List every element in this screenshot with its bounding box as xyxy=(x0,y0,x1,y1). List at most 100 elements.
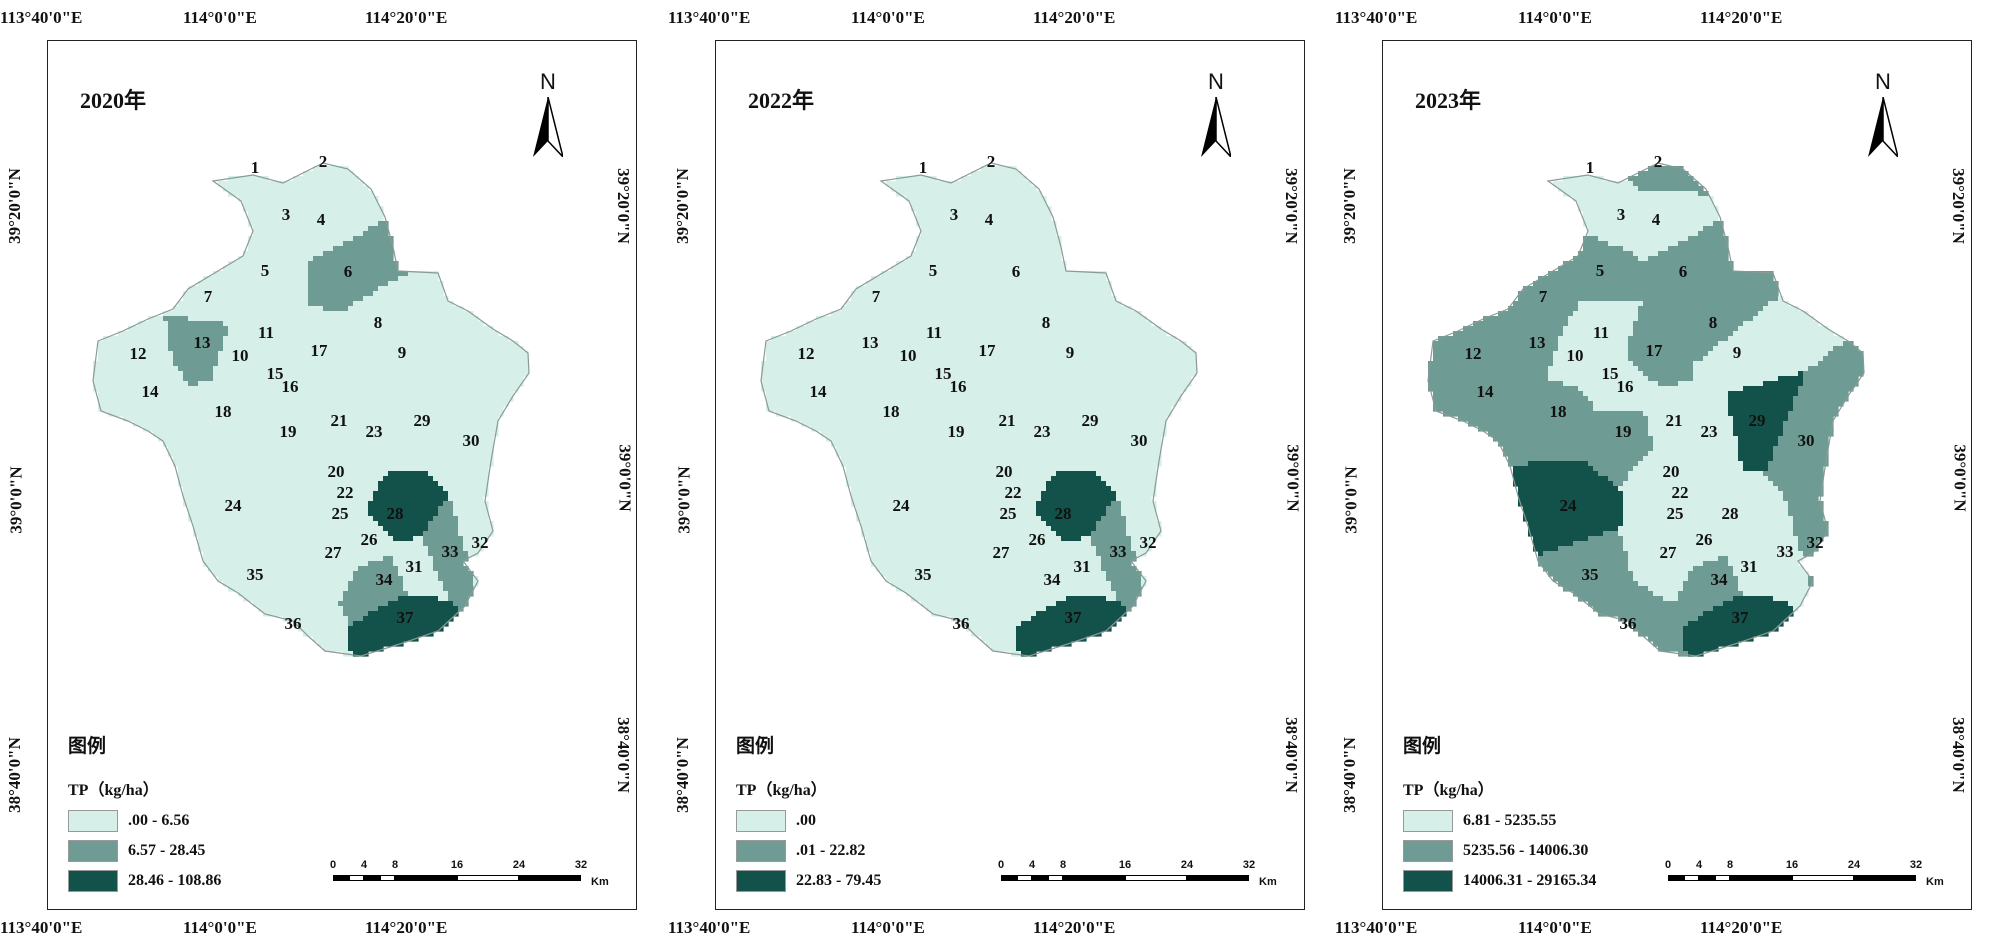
region-label-2: 2 xyxy=(1654,152,1663,171)
region-label-31: 31 xyxy=(1741,557,1758,576)
region-label-32: 32 xyxy=(1140,533,1157,552)
region-label-5: 5 xyxy=(929,261,938,280)
scale-segment xyxy=(519,875,581,881)
lat-label-a-left1: 39°20'0"N xyxy=(4,168,24,244)
scale-tick: 4 xyxy=(360,859,368,871)
legend: 图例 TP（kg/ha） .00 - 6.56 6.57 - 28.45 28.… xyxy=(68,731,221,896)
scale-tick: 8 xyxy=(1059,859,1067,871)
bottom-lon-label-b2: 114°0'0"E xyxy=(851,918,925,937)
region-label-6: 6 xyxy=(344,262,353,281)
region-label-35: 35 xyxy=(915,565,932,584)
region-fills xyxy=(93,166,529,657)
region-label-31: 31 xyxy=(406,557,423,576)
scale-segment xyxy=(1854,875,1916,881)
region-label-25: 25 xyxy=(1000,504,1017,523)
legend-label-mid: 6.57 - 28.45 xyxy=(128,842,206,859)
region-label-8: 8 xyxy=(374,313,383,332)
region-label-34: 34 xyxy=(1044,570,1062,589)
legend-item: 5235.56 - 14006.30 xyxy=(1403,836,1596,866)
scale-tick: 0 xyxy=(997,859,1005,871)
region-label-28: 28 xyxy=(387,504,404,523)
region-label-30: 30 xyxy=(1798,431,1815,450)
region-label-33: 33 xyxy=(1777,542,1794,561)
scale-segment xyxy=(1792,875,1854,881)
lat-label-b-left3: 38°40'0"N xyxy=(672,737,692,813)
region-label-18: 18 xyxy=(1550,402,1567,421)
region-label-23: 23 xyxy=(1701,422,1718,441)
legend-item: 6.81 - 5235.55 xyxy=(1403,806,1596,836)
region-label-26: 26 xyxy=(1696,530,1713,549)
scale-tick: 4 xyxy=(1028,859,1036,871)
legend-item: .00 xyxy=(736,806,881,836)
region-label-27: 27 xyxy=(325,543,343,562)
region-label-15: 15 xyxy=(267,364,284,383)
region-label-33: 33 xyxy=(442,542,459,561)
north-arrow: N xyxy=(1863,69,1903,164)
legend-label-mid: .01 - 22.82 xyxy=(796,842,866,859)
study-area-outline xyxy=(760,162,1198,657)
lat-label-b-left2: 39°0'0"N xyxy=(674,466,694,534)
legend-item: .00 - 6.56 xyxy=(68,806,221,836)
region-label-19: 19 xyxy=(280,422,297,441)
region-label-2: 2 xyxy=(987,152,996,171)
region-label-29: 29 xyxy=(1082,411,1099,430)
scale-segment xyxy=(1187,875,1249,881)
scale-tick: 32 xyxy=(1909,859,1923,871)
map-panel-2020: 2020年 N 1 2 3 4 5 6 7 8 9 10 11 12 13 14 15 16 17 18 19 20 2… xyxy=(47,40,637,910)
region-label-13: 13 xyxy=(862,333,879,352)
region-label-11: 11 xyxy=(258,323,274,342)
bottom-lon-label-b3: 114°20'0"E xyxy=(1033,918,1116,937)
scale-tick: 24 xyxy=(1180,859,1194,871)
region-label-26: 26 xyxy=(361,530,378,549)
scale-tick: 16 xyxy=(1785,859,1799,871)
scale-unit: Km xyxy=(1926,876,1944,888)
bottom-lon-label-c1: 113°40'0"E xyxy=(1335,918,1418,937)
scale-segment xyxy=(1125,875,1187,881)
scale-bar: 0 4 8 16 24 32 Km xyxy=(330,859,609,899)
top-lon-label-c2: 114°0'0"E xyxy=(1518,8,1592,27)
region-label-25: 25 xyxy=(332,504,349,523)
scale-segment xyxy=(1730,875,1792,881)
legend-subtitle: TP（kg/ha） xyxy=(1403,782,1494,799)
region-label-33: 33 xyxy=(1110,542,1127,561)
scale-segment xyxy=(349,875,364,881)
scale-tick: 0 xyxy=(1664,859,1672,871)
bottom-lon-label-a3: 114°20'0"E xyxy=(365,918,448,937)
region-label-37: 37 xyxy=(397,608,415,627)
lat-label-a-left2: 39°0'0"N xyxy=(6,466,26,534)
bottom-lon-label-b1: 113°40'0"E xyxy=(668,918,751,937)
region-label-17: 17 xyxy=(979,341,997,360)
region-label-21: 21 xyxy=(999,411,1016,430)
legend-label-high: 22.83 - 79.45 xyxy=(796,872,882,889)
legend-item: 14006.31 - 29165.34 xyxy=(1403,866,1596,896)
region-label-27: 27 xyxy=(1660,543,1678,562)
scale-segment xyxy=(1063,875,1125,881)
region-label-18: 18 xyxy=(883,402,900,421)
region-label-19: 19 xyxy=(1615,422,1632,441)
legend-title: 图例 xyxy=(68,736,107,757)
panel-year-title: 2023年 xyxy=(1415,88,1482,113)
region-label-8: 8 xyxy=(1042,313,1051,332)
legend-swatch-high xyxy=(736,870,786,892)
region-label-37: 37 xyxy=(1732,608,1750,627)
scale-tick: 16 xyxy=(1118,859,1132,871)
legend-swatch-low xyxy=(68,810,118,832)
region-label-24: 24 xyxy=(225,496,243,515)
top-lon-label-c1: 113°40'0"E xyxy=(1335,8,1418,27)
region-label-20: 20 xyxy=(328,462,345,481)
region-label-20: 20 xyxy=(1663,462,1680,481)
legend-swatch-low xyxy=(1403,810,1453,832)
scale-tick: 16 xyxy=(450,859,464,871)
region-label-14: 14 xyxy=(810,382,828,401)
top-lon-label-a1: 113°40'0"E xyxy=(0,8,83,27)
legend-item: 28.46 - 108.86 xyxy=(68,866,221,896)
region-label-18: 18 xyxy=(215,402,232,421)
study-area-outline xyxy=(92,162,530,657)
region-label-23: 23 xyxy=(1034,422,1051,441)
scale-segment xyxy=(395,875,457,881)
region-label-16: 16 xyxy=(282,377,299,396)
legend-subtitle: TP（kg/ha） xyxy=(736,782,827,799)
region-label-4: 4 xyxy=(1652,210,1661,229)
region-label-5: 5 xyxy=(1596,261,1605,280)
study-area-outline xyxy=(1427,162,1865,657)
